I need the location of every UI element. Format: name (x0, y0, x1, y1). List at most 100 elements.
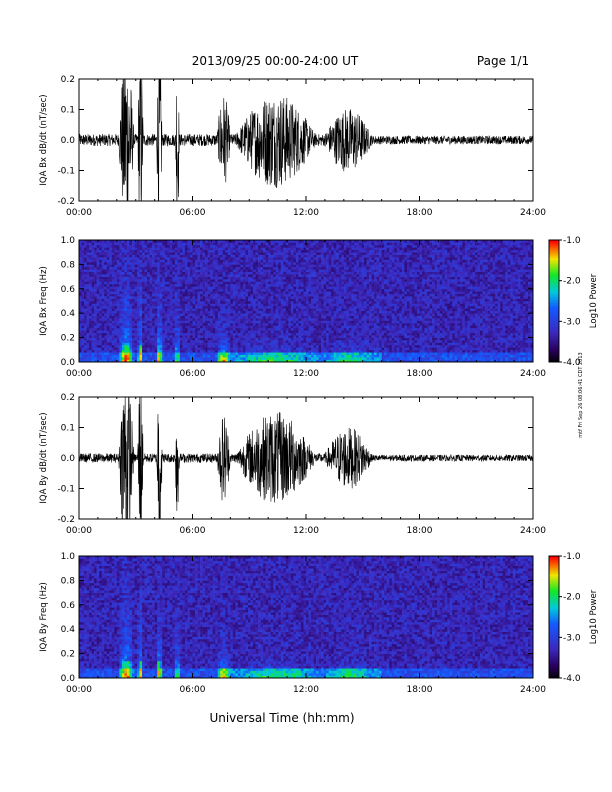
spectrogram-cell (96, 322, 100, 326)
spectrogram-cell (144, 308, 148, 312)
spectrogram-cell (167, 354, 171, 358)
spectrogram-cell (318, 327, 322, 331)
spectrogram-cell (139, 349, 143, 353)
spectrogram-cell (162, 274, 166, 277)
spectrogram-cell (290, 354, 294, 358)
spectrogram-cell (295, 349, 299, 353)
spectrogram-cell (207, 247, 211, 251)
spectrogram-cell (205, 340, 208, 343)
spectrogram-cell (253, 305, 256, 309)
spectrogram-cell (227, 298, 231, 302)
spectrogram-cell (227, 335, 231, 338)
spectrogram-cell (260, 274, 264, 277)
spectrogram-cell (303, 286, 307, 290)
spectrogram-cell (152, 293, 155, 297)
spectrogram-cell (126, 252, 130, 255)
spectrogram-cell (265, 301, 269, 304)
spectrogram-cell (149, 330, 153, 334)
spectrogram-cell (124, 310, 128, 314)
spectrogram-cell (154, 247, 158, 251)
spectrogram-cell (106, 340, 110, 343)
spectrogram-cell (134, 242, 138, 246)
spectrogram-cell (119, 354, 123, 358)
spectrogram-cell (288, 344, 292, 348)
spectrogram-cell (109, 244, 113, 248)
spectrogram-cell (144, 291, 148, 294)
spectrogram-cell (179, 349, 183, 353)
spectrogram-cell (313, 303, 317, 307)
spectrogram-cell (207, 240, 211, 243)
spectrogram-cell (179, 318, 183, 321)
spectrogram-cell (235, 305, 239, 309)
spectrogram-cell (192, 320, 196, 324)
spectrogram-cell (298, 313, 302, 316)
spectrogram-cell (129, 352, 133, 355)
spectrogram-cell (86, 269, 90, 273)
spectrogram-cell (245, 240, 249, 243)
spectrogram-cell (189, 342, 193, 346)
spectrogram-cell (270, 296, 274, 299)
spectrogram-cell (152, 325, 155, 329)
spectrogram-cell (268, 298, 271, 302)
spectrogram-cell (119, 303, 123, 307)
spectrogram-cell (104, 247, 108, 251)
spectrogram-cell (126, 298, 130, 302)
spectrogram-cell (242, 340, 246, 343)
spectrogram-cell (116, 291, 120, 294)
spectrogram-cell (116, 244, 120, 248)
spectrogram-cell (200, 354, 203, 358)
spectrogram-cell (197, 259, 201, 263)
spectrogram-cell (154, 291, 158, 294)
spectrogram-cell (303, 320, 307, 324)
spectrogram-cell (142, 240, 145, 243)
spectrogram-cell (119, 359, 123, 363)
spectrogram-cell (210, 274, 213, 277)
spectrogram-cell (182, 320, 186, 324)
spectrogram-cell (263, 240, 266, 243)
spectrogram-cell (230, 325, 234, 329)
spectrogram-cell (154, 347, 158, 351)
spectrogram-cell (240, 254, 244, 258)
spectrogram-cell (308, 249, 312, 253)
spectrogram-cell (189, 293, 193, 297)
spectrogram-cell (258, 240, 261, 243)
spectrogram-cell (283, 240, 287, 243)
spectrogram-cell (164, 247, 168, 251)
spectrogram-cell (131, 359, 135, 363)
spectrogram-cell (232, 298, 236, 302)
spectrogram-cell (94, 308, 97, 312)
spectrogram-cell (142, 349, 145, 353)
spectrogram-cell (207, 281, 211, 285)
spectrogram-cell (147, 288, 150, 292)
spectrogram-cell (91, 313, 95, 316)
spectrogram-cell (278, 283, 282, 287)
spectrogram-cell (280, 281, 284, 285)
spectrogram-cell (273, 332, 277, 336)
spectrogram-cell (285, 318, 289, 321)
spectrogram-cell (313, 242, 317, 246)
spectrogram-cell (295, 283, 299, 287)
spectrogram-cell (96, 296, 100, 299)
spectrogram-cell (177, 325, 181, 329)
spectrogram-cell (152, 320, 155, 324)
spectrogram-cell (202, 308, 206, 312)
spectrogram-cell (237, 354, 241, 358)
spectrogram-cell (303, 252, 307, 255)
spectrogram-cell (164, 347, 168, 351)
spectrogram-cell (139, 254, 143, 258)
spectrogram-cell (86, 354, 90, 358)
spectrogram-cell (86, 286, 90, 290)
spectrogram-cell (275, 349, 279, 353)
spectrogram-cell (215, 308, 219, 312)
spectrogram-cell (106, 337, 110, 341)
spectrogram-cell (101, 266, 105, 270)
spectrogram-cell (227, 325, 231, 329)
spectrogram-cell (245, 340, 249, 343)
spectrogram-cell (316, 349, 319, 353)
spectrogram-cell (200, 335, 203, 338)
spectrogram-cell (96, 320, 100, 324)
spectrogram-cell (263, 291, 266, 294)
spectrogram-cell (245, 274, 249, 277)
spectrogram-cell (215, 293, 219, 297)
spectrogram-cell (197, 247, 201, 251)
